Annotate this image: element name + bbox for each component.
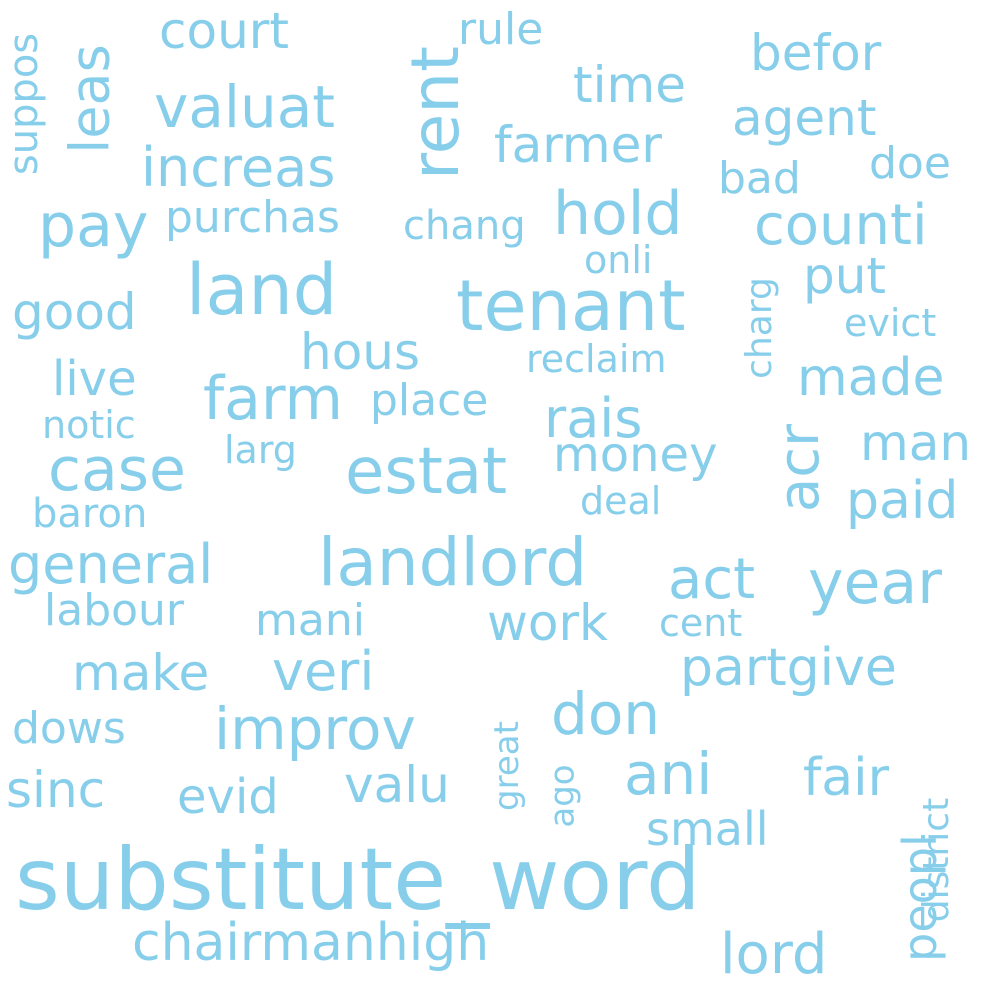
word-put: put xyxy=(803,247,887,305)
word-farm: farm xyxy=(203,364,343,434)
word-charg: charg xyxy=(738,277,780,379)
word-veri: veri xyxy=(272,640,375,703)
word-increas: increas xyxy=(141,136,336,199)
word-year: year xyxy=(808,548,942,618)
word-fair: fair xyxy=(803,748,889,808)
word-onli: onli xyxy=(584,238,653,282)
word-general: general xyxy=(8,533,214,596)
word-place: place xyxy=(370,375,489,426)
word-estat: estat xyxy=(345,435,508,509)
word-hold: hold xyxy=(553,179,683,249)
word-deal: deal xyxy=(580,479,662,523)
word-ago: ago xyxy=(542,764,583,828)
word-made: made xyxy=(797,348,945,408)
word-good: good xyxy=(12,283,137,341)
word-partgive: partgive xyxy=(680,638,897,698)
word-case: case xyxy=(48,435,186,505)
word-valuat: valuat xyxy=(154,73,336,141)
word-labour: labour xyxy=(44,585,185,636)
word-act: act xyxy=(668,547,756,612)
word-evid: evid xyxy=(177,769,279,825)
word-court: court xyxy=(159,2,289,60)
word-counti: counti xyxy=(754,193,928,258)
word-district: district xyxy=(916,797,958,923)
word-substitute-word: substitute_word xyxy=(15,830,701,930)
word-leas: leas xyxy=(58,44,122,154)
word-dows: dows xyxy=(12,703,126,754)
word-don: don xyxy=(551,680,661,748)
word-rule: rule xyxy=(458,4,544,55)
word-money: money xyxy=(553,427,718,483)
word-improv: improv xyxy=(214,695,416,763)
word-hous: hous xyxy=(300,323,421,381)
word-agent: agent xyxy=(732,89,877,147)
word-paid: paid xyxy=(846,471,959,531)
word-doe: doe xyxy=(869,138,951,189)
word-purchas: purchas xyxy=(165,192,340,243)
word-befor: befor xyxy=(750,24,882,82)
word-lord: lord xyxy=(720,922,828,987)
word-small: small xyxy=(646,802,769,856)
word-great: great xyxy=(486,721,527,811)
word-make: make xyxy=(72,644,210,702)
word-pay: pay xyxy=(38,191,149,261)
word-cent: cent xyxy=(659,601,743,645)
word-rent: rent xyxy=(397,46,474,180)
word-time: time xyxy=(573,56,686,114)
word-valu: valu xyxy=(344,756,450,814)
word-land: land xyxy=(186,249,338,331)
word-rais: rais xyxy=(544,387,643,450)
word-notic: notic xyxy=(42,403,136,447)
word-live: live xyxy=(52,351,137,407)
word-reclaim: reclaim xyxy=(526,337,667,381)
word-ani: ani xyxy=(624,740,713,808)
word-suppos: suppos xyxy=(1,32,48,176)
word-sinc: sinc xyxy=(6,761,106,819)
word-evict: evict xyxy=(844,301,937,345)
word-chairmanhigh: chairmanhigh xyxy=(132,913,490,973)
word-baron: baron xyxy=(32,491,148,537)
word-tenant: tenant xyxy=(456,265,686,347)
word-larg: larg xyxy=(224,428,297,472)
word-man: man xyxy=(860,414,972,472)
word-work: work xyxy=(487,594,608,652)
word-landlord: landlord xyxy=(318,524,588,601)
word-acr: acr xyxy=(767,423,833,513)
word-chang: chang xyxy=(403,203,526,249)
word-farmer: farmer xyxy=(494,116,662,174)
word-bad: bad xyxy=(718,153,801,204)
word-mani: mani xyxy=(255,595,365,646)
